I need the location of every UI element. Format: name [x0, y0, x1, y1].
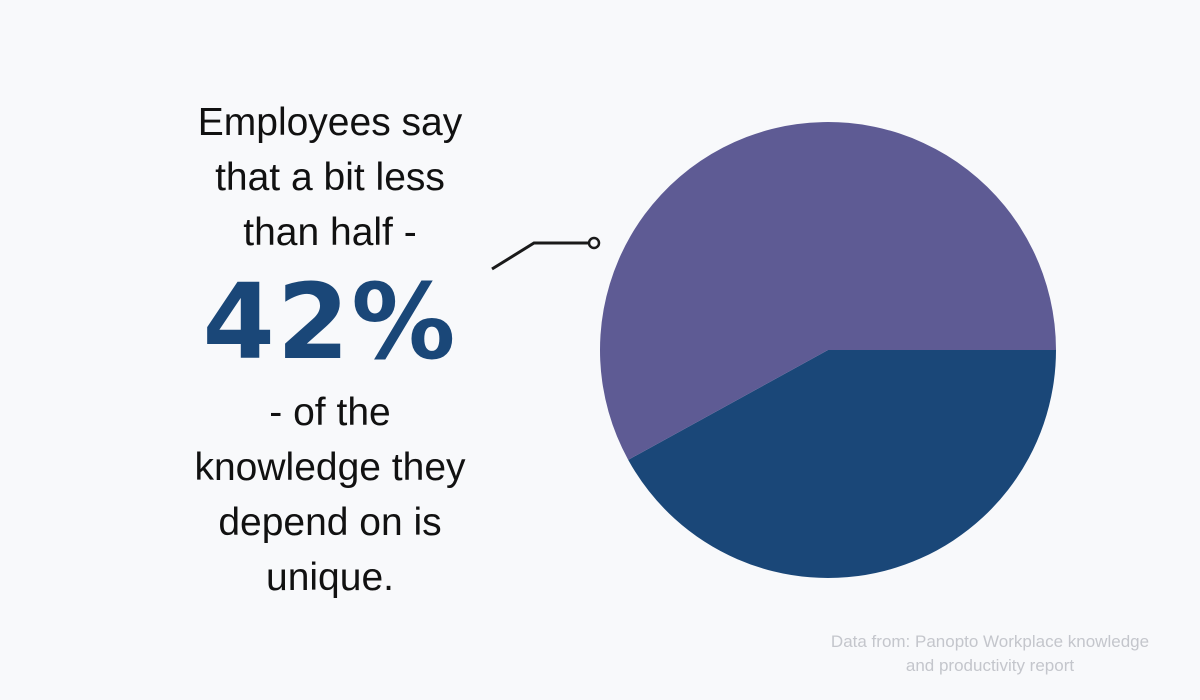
source-line: Data from: Panopto Workplace knowledge	[830, 632, 1150, 651]
connector-line	[491, 241, 590, 271]
pie-slice-other	[600, 121, 1056, 460]
headline-line: than half -	[243, 211, 417, 254]
source-line: and productivity report	[905, 656, 1075, 675]
headline-bottom: - of the knowledge they depend on is uni…	[130, 385, 530, 605]
connector-dot	[587, 236, 601, 250]
source-note: Data from: Panopto Workplace knowledge a…	[790, 630, 1190, 678]
headline-line: - of the	[269, 391, 391, 434]
headline-line: Employees say	[197, 101, 463, 144]
highlight-percent: 42%	[202, 261, 458, 383]
headline-line: depend on is	[218, 501, 442, 544]
headline-line: that a bit less	[215, 156, 445, 199]
headline-line: knowledge they	[194, 446, 466, 489]
headline-top: Employees say that a bit less than half …	[130, 95, 530, 260]
headline-line: unique.	[266, 556, 394, 599]
pie-slice-unique-knowledge	[628, 350, 1056, 578]
